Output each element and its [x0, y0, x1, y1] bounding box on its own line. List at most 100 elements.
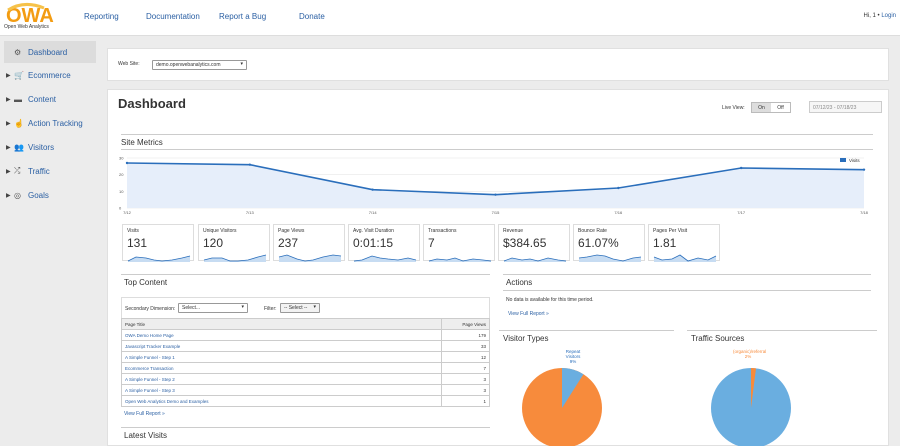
shuffle-icon: ⤮: [14, 166, 21, 175]
metric-card[interactable]: Revenue $384.65: [498, 224, 570, 262]
page-views-cell: 12: [441, 351, 490, 363]
metric-card[interactable]: Bounce Rate 61.07%: [573, 224, 645, 262]
pointer-icon: ☝: [14, 118, 24, 128]
sidebar-item-action-tracking[interactable]: ▶ ☝ Action Tracking: [0, 111, 100, 135]
x-tick-label: 7/14: [369, 210, 378, 215]
x-tick-label: 7/18: [860, 210, 869, 215]
data-point[interactable]: [248, 163, 252, 166]
nav-report-bug[interactable]: Report a Bug: [219, 12, 267, 21]
actions-full-report-link[interactable]: View Full Report »: [508, 311, 549, 317]
metric-label: Transactions: [428, 228, 457, 234]
column-header[interactable]: Page Views: [441, 318, 490, 330]
content-icon: ▬: [14, 94, 22, 104]
page-views-cell: 179: [441, 329, 490, 341]
live-view-label: Live View:: [722, 105, 745, 111]
metric-value: 7: [428, 236, 435, 250]
sidebar-item-label: Traffic: [28, 166, 50, 176]
table-row: Ecommerce Transaction 7: [121, 362, 490, 374]
caret-right-icon: ▶: [6, 120, 11, 127]
website-label: Web Site:: [118, 61, 140, 67]
dashboard-panel: Dashboard Live View: On Off 07/12/23 - 0…: [107, 89, 889, 446]
slice-label-text: Repeat Visitors: [565, 349, 581, 359]
data-point[interactable]: [617, 186, 620, 190]
sidebar-item-goals[interactable]: ▶ ◎ Goals: [0, 183, 100, 207]
nav-donate[interactable]: Donate: [299, 12, 325, 21]
data-point[interactable]: [125, 161, 129, 165]
metric-value: $384.65: [503, 236, 547, 250]
metric-card[interactable]: Page Views 237: [273, 224, 345, 262]
metric-value: 131: [127, 236, 148, 250]
series-area: [127, 163, 864, 208]
metric-card[interactable]: Unique Visitors 120: [198, 224, 270, 262]
actions-empty-message: No data is available for this time perio…: [506, 297, 594, 303]
sidebar-item-content[interactable]: ▶ ▬ Content: [0, 87, 100, 111]
x-tick-label: 7/12: [123, 210, 132, 215]
metric-label: Visits: [127, 228, 139, 234]
sidebar-item-ecommerce[interactable]: ▶ 🛒 Ecommerce: [0, 63, 100, 87]
login-link[interactable]: Login: [881, 13, 896, 19]
x-tick-label: 7/15: [492, 210, 501, 215]
website-panel: Web Site: demo.openwebanalytics.com ▾: [107, 48, 889, 81]
filter-select[interactable]: -- Select -- ▾: [280, 303, 320, 313]
users-icon: 👥: [14, 142, 24, 152]
metric-label: Revenue: [503, 228, 524, 234]
actions-title: Actions: [506, 278, 533, 287]
metric-label: Unique Visitors: [203, 228, 237, 234]
slice-label-pct: 2%: [744, 354, 752, 359]
top-content-full-report-link[interactable]: View Full Report »: [124, 411, 165, 417]
live-on-button[interactable]: On: [752, 103, 771, 112]
sidebar-item-dashboard[interactable]: ⚙ Dashboard: [4, 41, 96, 63]
page-title-cell[interactable]: A Simple Funnel - Step 1: [121, 351, 442, 363]
page-title-cell[interactable]: A Simple Funnel - Step 3: [121, 384, 442, 396]
divider: [121, 427, 490, 428]
metric-sparkline: [127, 255, 191, 262]
metric-card[interactable]: Avg. Visit Duration 0:01:15: [348, 224, 420, 262]
metric-value: 1.81: [653, 236, 677, 250]
metric-sparkline: [353, 255, 417, 262]
nav-reporting[interactable]: Reporting: [84, 12, 119, 21]
page-views-cell: 7: [441, 362, 490, 374]
sidebar-item-traffic[interactable]: ▶ ⤮ Traffic: [0, 159, 100, 183]
live-off-button[interactable]: Off: [777, 104, 784, 111]
sidebar-item-visitors[interactable]: ▶ 👥 Visitors: [0, 135, 100, 159]
metric-sparkline: [203, 254, 267, 262]
y-tick-label: 10: [119, 189, 124, 194]
data-point[interactable]: [739, 166, 743, 170]
data-point[interactable]: [862, 168, 866, 171]
page-title: Dashboard: [118, 96, 186, 111]
y-tick-label: 30: [119, 156, 124, 161]
column-header[interactable]: Page Title: [121, 318, 442, 330]
cart-icon: 🛒: [14, 70, 24, 80]
metric-label: Bounce Rate: [578, 228, 607, 234]
page-title-cell[interactable]: Open Web Analytics Demo and Examples: [121, 395, 442, 407]
data-point[interactable]: [494, 193, 497, 196]
page-title-cell[interactable]: Ecommerce Transaction: [121, 362, 442, 374]
owa-logo-icon[interactable]: OWA: [4, 2, 54, 34]
data-point[interactable]: [371, 188, 374, 191]
metric-card[interactable]: Transactions 7: [423, 224, 495, 262]
nav-documentation[interactable]: Documentation: [146, 12, 200, 21]
table-row: Javascript Tracker Example 33: [121, 340, 490, 352]
pie-slice-organic: [751, 368, 757, 408]
page-title-cell[interactable]: Javascript Tracker Example: [121, 340, 442, 352]
sidebar-item-label: Visitors: [28, 142, 55, 152]
date-range-picker[interactable]: 07/12/23 - 07/18/23: [809, 101, 882, 113]
secondary-dimension-label: Secondary Dimension:: [125, 306, 176, 312]
caret-right-icon: ▶: [6, 72, 11, 79]
chevron-down-icon: ▾: [240, 61, 243, 67]
svg-text:OWA: OWA: [6, 5, 54, 27]
x-tick-label: 7/16: [614, 210, 623, 215]
page-views-cell: 3: [441, 373, 490, 385]
user-greeting: Hi, 1 •: [863, 13, 880, 19]
y-tick-label: 0: [119, 206, 122, 211]
secondary-dimension-select[interactable]: Select... ▾: [178, 303, 248, 313]
metric-card[interactable]: Pages Per Visit 1.81: [648, 224, 720, 262]
page-title-cell[interactable]: A Simple Funnel - Step 2: [121, 373, 442, 385]
website-select[interactable]: demo.openwebanalytics.com ▾: [152, 60, 247, 70]
sidebar-item-label: Goals: [28, 190, 49, 200]
top-content-table: Page Title Page Views OWA Demo Home Page…: [121, 318, 490, 407]
live-view-toggle[interactable]: On Off: [751, 102, 791, 113]
metric-card[interactable]: Visits 131: [122, 224, 194, 262]
page-title-cell[interactable]: OWA Demo Home Page: [121, 329, 442, 341]
